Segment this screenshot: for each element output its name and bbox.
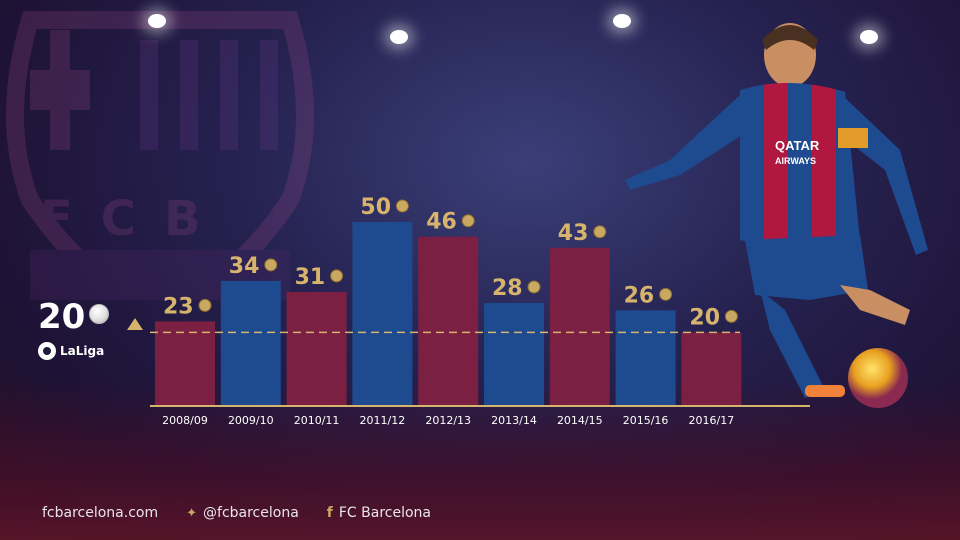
crest-letters: FCB: [40, 191, 229, 247]
value-label: 28: [492, 276, 523, 301]
laliga-badge: LaLiga: [38, 342, 104, 360]
bar-2008/09: [155, 321, 215, 406]
facebook-page[interactable]: FC Barcelona: [338, 505, 432, 521]
value-label: 20: [689, 305, 720, 330]
twitter-handle[interactable]: @fcbarcelona: [203, 505, 299, 521]
ball-icon: [198, 298, 212, 312]
category-label: 2010/11: [294, 414, 340, 427]
ball-icon: [395, 199, 409, 213]
ball-icon: [724, 309, 738, 323]
ball-icon: [89, 304, 110, 324]
bar-2010/11: [286, 291, 347, 406]
category-label: 2009/10: [228, 414, 274, 427]
bar-2016/17: [681, 332, 742, 406]
bar-group: [155, 222, 742, 406]
twitter-icon: ✦: [186, 505, 198, 521]
value-label: 46: [426, 210, 457, 235]
category-label: 2008/09: [162, 414, 208, 427]
ball-icon: [659, 287, 673, 301]
category-label: 2014/15: [557, 414, 603, 427]
value-label: 34: [229, 254, 260, 279]
svg-text:QATAR: QATAR: [775, 138, 820, 153]
bar-2012/13: [418, 236, 479, 406]
stadium-light: [613, 14, 631, 28]
category-label: 2016/17: [689, 414, 735, 427]
reference-value: 20: [38, 297, 86, 337]
footer-facebook[interactable]: f FC Barcelona: [327, 505, 431, 521]
stadium-light: [860, 30, 878, 44]
ball-icon: [330, 269, 344, 283]
footer: fcbarcelona.com ✦ @fcbarcelona f FC Barc…: [42, 505, 431, 521]
facebook-icon: f: [326, 505, 333, 521]
ball-icon: [527, 280, 541, 294]
player-image: QATAR AIRWAYS: [625, 23, 928, 408]
footer-website[interactable]: fcbarcelona.com: [42, 505, 158, 521]
ball-icon: [461, 214, 475, 228]
category-label: 2015/16: [623, 414, 669, 427]
ball-icon: [264, 258, 278, 272]
footer-twitter[interactable]: ✦ @fcbarcelona: [186, 505, 299, 521]
label-group: 23 2008/09 34 2009/10 31 2010/11 50 2011/12 46 20…: [162, 195, 738, 427]
value-label: 31: [295, 265, 326, 290]
stadium-light: [390, 30, 408, 44]
category-label: 2012/13: [425, 414, 471, 427]
bar-2013/14: [484, 302, 544, 406]
ball-icon: [593, 225, 607, 239]
category-label: 2013/14: [491, 414, 537, 427]
stadium-light: [148, 14, 166, 28]
value-label: 43: [558, 221, 589, 246]
bar-2015/16: [615, 310, 676, 406]
triangle-marker-icon: [127, 318, 143, 330]
category-label: 2011/12: [360, 414, 406, 427]
bar-2014/15: [549, 247, 610, 406]
svg-text:AIRWAYS: AIRWAYS: [775, 156, 816, 166]
value-label: 26: [624, 283, 655, 308]
value-label: 23: [163, 294, 194, 319]
laliga-label: LaLiga: [60, 344, 105, 358]
value-label: 50: [360, 195, 391, 220]
laliga-logo-icon: [38, 342, 56, 360]
bar-2011/12: [352, 222, 413, 406]
website-link[interactable]: fcbarcelona.com: [42, 505, 159, 521]
bar-2009/10: [220, 280, 281, 406]
fcb-crest-watermark: FCB: [6, 11, 314, 300]
reference-value-block: 20 LaLiga: [38, 300, 148, 370]
